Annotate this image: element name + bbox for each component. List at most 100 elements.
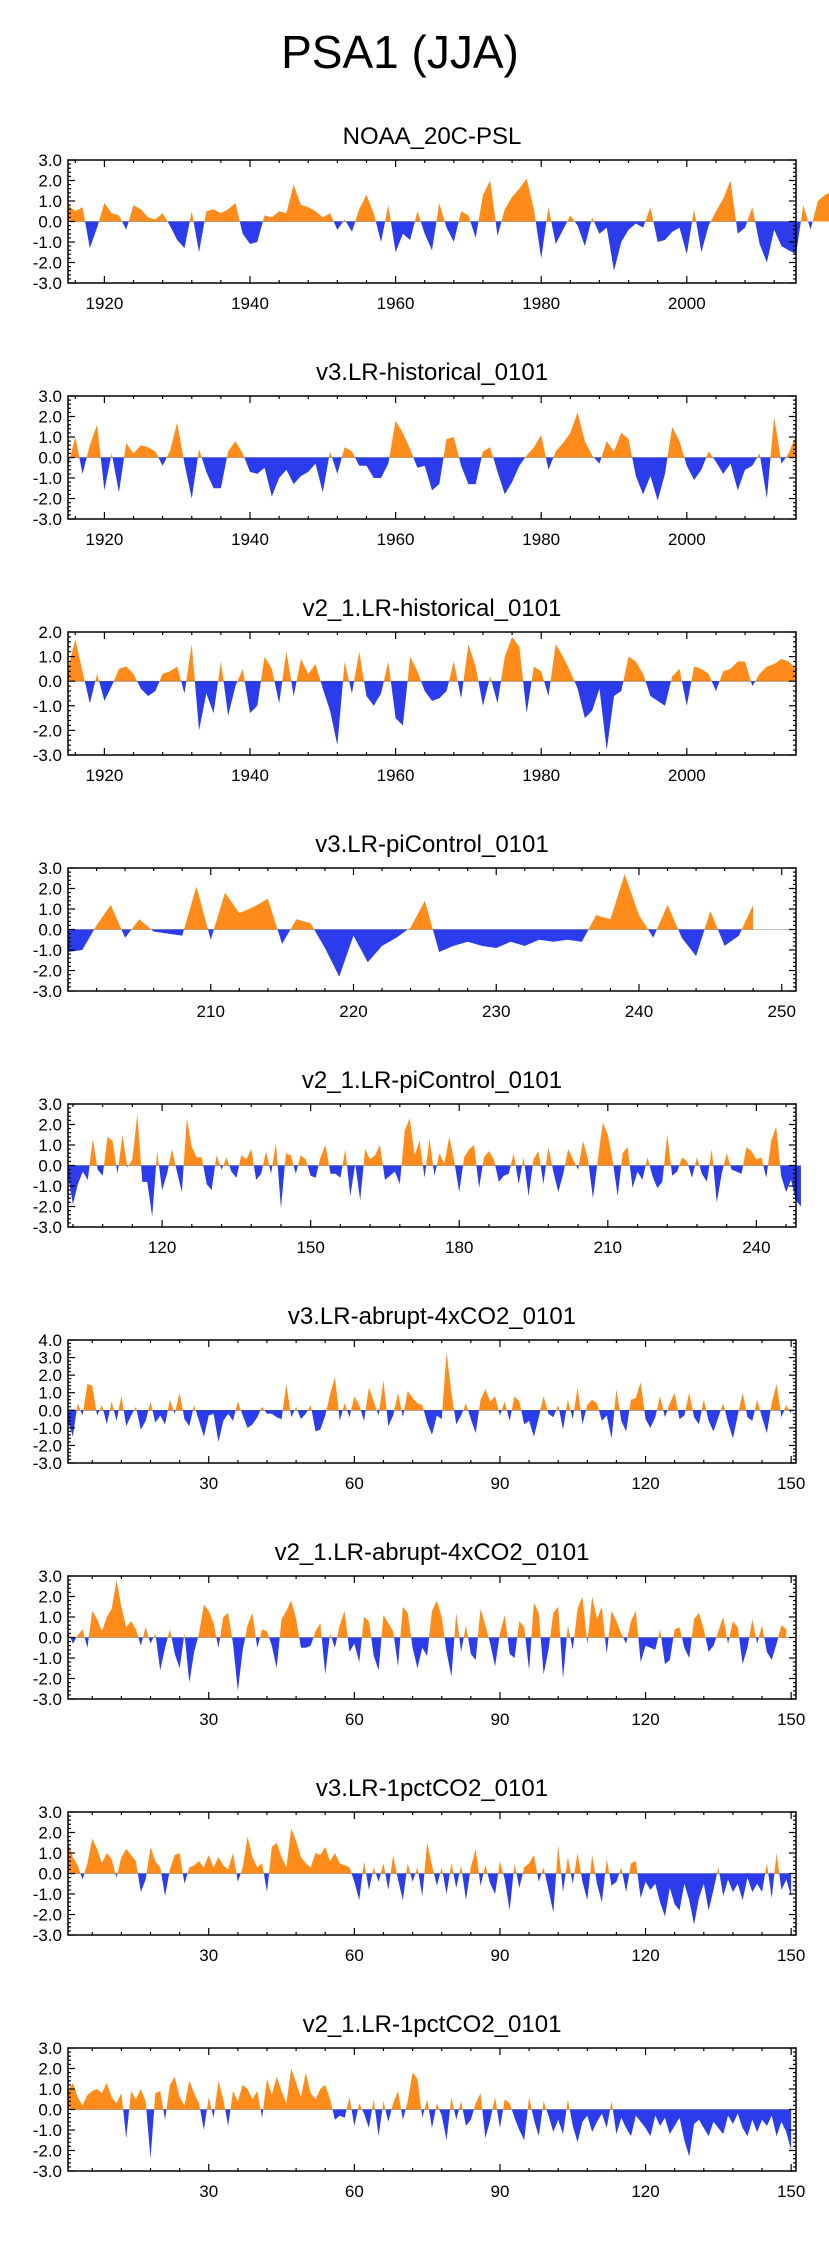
positive-area (68, 2068, 792, 2110)
y-tick-label: 2.0 (38, 880, 62, 899)
x-tick-label: 1980 (522, 294, 560, 313)
panel-1: v3.LR-historical_0101 3.0 2.01.0 0.0-1.0 -2.… (33, 359, 797, 549)
negative-area (68, 929, 754, 977)
y-tick-label: 1.0 (38, 1384, 62, 1403)
y-tick-label: 0.0 (38, 672, 62, 691)
negative-area (68, 1410, 792, 1442)
y-tick-label: -3.0 (33, 1454, 62, 1473)
x-tick-label: 220 (339, 1002, 367, 1021)
y-tick-label: 1.0 (38, 2080, 62, 2099)
x-tick-label: 1960 (377, 530, 415, 549)
y-tick-label: 3.0 (38, 1803, 62, 1822)
x-tick-label: 2000 (668, 530, 706, 549)
x-tick-label: 90 (490, 2182, 509, 2201)
x-tick-label: 30 (199, 1710, 218, 1729)
x-tick-label: 90 (490, 1710, 509, 1729)
x-tick-label: 1920 (85, 294, 123, 313)
y-tick-label: 1.0 (38, 900, 62, 919)
x-tick-label: 2000 (668, 766, 706, 785)
y-tick-label: 2.0 (38, 408, 62, 427)
x-tick-label: 180 (445, 1238, 473, 1257)
y-tick-label: -3.0 (33, 982, 62, 1001)
panel-title: v3.LR-1pctCO2_0101 (316, 1775, 548, 1802)
y-tick-label: -3.0 (33, 1690, 62, 1709)
y-tick-label: 1.0 (38, 1608, 62, 1627)
x-tick-label: 120 (148, 1238, 176, 1257)
panel-8: v2_1.LR-1pctCO2_0101 3.0 2.01.0 0.0-1.0 -2.0… (33, 2011, 806, 2201)
x-tick-label: 1960 (377, 766, 415, 785)
main-title: PSA1 (JJA) (281, 26, 519, 78)
y-tick-label: -3.0 (33, 1218, 62, 1237)
y-tick-label: 0.0 (38, 1157, 62, 1176)
positive-area (68, 1352, 792, 1411)
x-tick-label: 60 (345, 2182, 364, 2201)
y-tick-label: 1.0 (38, 1136, 62, 1155)
panel-3: v3.LR-piControl_0101 3.0 2.01.0 0.0-1.0 -2.0… (33, 831, 797, 1021)
y-tick-label: 3.0 (38, 859, 62, 878)
panel-title: v2_1.LR-historical_0101 (303, 595, 562, 622)
y-tick-label: 3.0 (38, 151, 62, 170)
panel-title: v2_1.LR-abrupt-4xCO2_0101 (275, 1539, 590, 1566)
x-tick-label: 120 (631, 1710, 659, 1729)
y-tick-label: -2.0 (33, 721, 62, 740)
y-tick-label: 2.0 (38, 1116, 62, 1135)
y-tick-label: 0.0 (38, 1629, 62, 1648)
y-tick-label: -3.0 (33, 510, 62, 529)
positive-area (68, 874, 754, 930)
y-tick-label: 2.0 (38, 623, 62, 642)
panel-title: v3.LR-piControl_0101 (315, 831, 548, 858)
positive-area (68, 1580, 787, 1638)
x-tick-label: 150 (777, 1946, 805, 1965)
y-tick-label: -1.0 (33, 1649, 62, 1668)
y-tick-label: 0.0 (38, 449, 62, 468)
negative-area (68, 681, 796, 751)
y-tick-label: -2.0 (33, 962, 62, 981)
y-tick-label: -3.0 (33, 2162, 62, 2181)
x-tick-label: 1980 (522, 530, 560, 549)
positive-area (68, 1114, 801, 1166)
y-tick-label: 2.0 (38, 2060, 62, 2079)
x-tick-label: 1940 (231, 766, 269, 785)
x-tick-label: 250 (768, 1002, 796, 1021)
y-tick-label: 0.0 (38, 2101, 62, 2120)
y-tick-label: 1.0 (38, 648, 62, 667)
panel-title: NOAA_20C-PSL (343, 123, 522, 150)
x-tick-label: 30 (199, 1474, 218, 1493)
y-tick-label: -3.0 (33, 746, 62, 765)
y-tick-label: -2.0 (33, 490, 62, 509)
x-tick-label: 2000 (668, 294, 706, 313)
panel-2: v2_1.LR-historical_0101 2.0 1.0 0.0 -1.0 -2.0… (33, 595, 797, 785)
x-tick-label: 120 (631, 1946, 659, 1965)
x-tick-label: 230 (482, 1002, 510, 1021)
plot-frame (67, 1339, 797, 1464)
y-tick-label: 2.0 (38, 1824, 62, 1843)
panel-5: v3.LR-abrupt-4xCO2_0101 4.03.02.01.00.0-1… (33, 1303, 806, 1493)
y-tick-label: -1.0 (33, 941, 62, 960)
x-tick-label: 150 (296, 1238, 324, 1257)
positive-area (68, 178, 829, 222)
x-tick-label: 30 (199, 1946, 218, 1965)
x-tick-label: 1980 (522, 766, 560, 785)
x-tick-label: 240 (625, 1002, 653, 1021)
negative-area (68, 221, 829, 271)
panel-4: v2_1.LR-piControl_0101 3.0 2.01.0 0.0-1.0 -2… (33, 1067, 801, 1257)
negative-area (68, 457, 796, 501)
y-tick-label: 3.0 (38, 1349, 62, 1368)
x-tick-label: 1940 (231, 530, 269, 549)
x-tick-label: 150 (777, 2182, 805, 2201)
y-tick-label: -1.0 (33, 1885, 62, 1904)
y-tick-label: -2.0 (33, 1670, 62, 1689)
y-tick-label: -2.0 (33, 1436, 62, 1455)
y-tick-label: 1.0 (38, 192, 62, 211)
positive-area (68, 636, 796, 682)
y-tick-label: -1.0 (33, 1419, 62, 1438)
y-tick-label: -3.0 (33, 274, 62, 293)
negative-area (68, 1165, 801, 1217)
y-tick-label: -1.0 (33, 2121, 62, 2140)
x-tick-label: 120 (631, 2182, 659, 2201)
y-tick-label: 0.0 (38, 213, 62, 232)
y-tick-label: -2.0 (33, 2142, 62, 2161)
x-tick-label: 90 (490, 1946, 509, 1965)
panel-title: v2_1.LR-piControl_0101 (302, 1067, 562, 1094)
positive-area (68, 412, 796, 458)
